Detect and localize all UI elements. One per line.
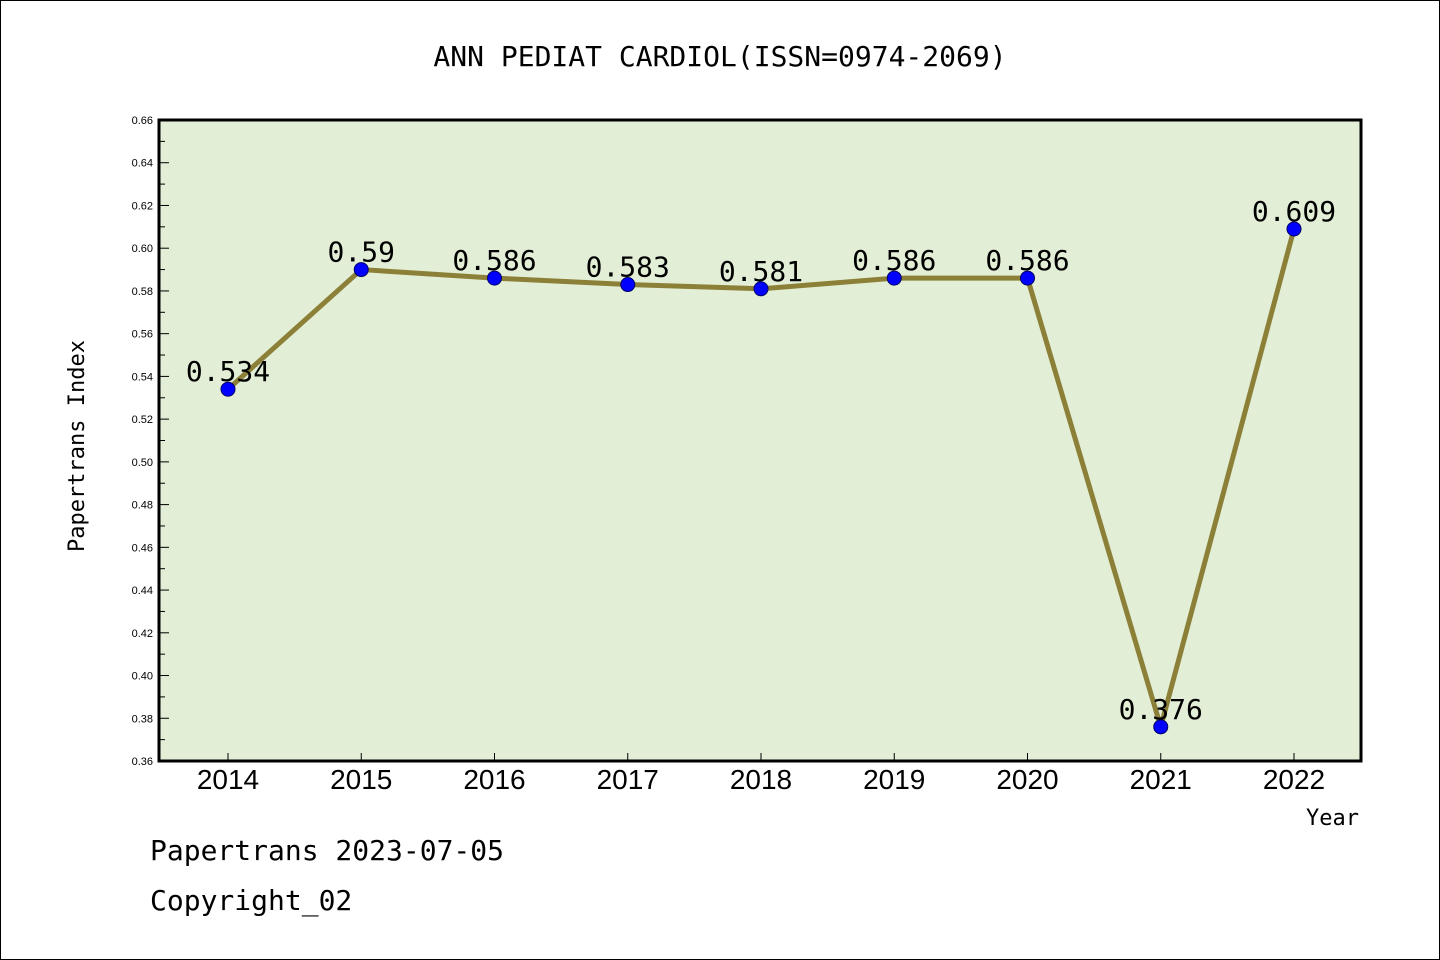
y-tick-label: 0.58 [132,286,153,298]
data-label: 0.376 [1119,693,1203,726]
data-point-marker [753,281,769,297]
y-tick-label: 0.46 [132,542,153,554]
data-point-marker [620,277,636,293]
data-labels: 0.534 0.59 0.586 0.583 0.581 0.586 0.586 0.376 0… [186,195,1336,726]
data-point-marker [1153,719,1169,735]
series-layer [220,221,1302,735]
y-tick-label: 0.50 [132,457,153,469]
y-tick-label: 0.64 [132,158,153,170]
y-tick-label: 0.52 [132,414,153,426]
data-label: 0.586 [852,244,936,277]
data-point-marker [1286,221,1302,237]
x-tick-label: 2017 [597,764,659,795]
plot-area [159,120,1361,761]
y-tick-label: 0.54 [132,371,153,383]
x-tick-labels: 2014 2015 2016 2017 2018 2019 2020 2021 2022 [197,764,1325,795]
data-label: 0.59 [328,236,395,269]
y-tick-label: 0.56 [132,329,153,341]
data-label: 0.581 [719,255,803,288]
data-label: 0.534 [186,355,270,388]
y-tick-label: 0.66 [132,115,153,127]
y-tick-label: 0.38 [132,713,153,725]
y-tick-label: 0.40 [132,671,153,683]
plot-border [157,118,1363,763]
footer-date-text: Papertrans 2023-07-05 [150,834,505,867]
data-point-marker [886,270,902,286]
x-tick-label: 2019 [863,764,925,795]
data-label: 0.583 [586,251,670,284]
x-tick-label: 2018 [730,764,792,795]
x-tick-label: 2015 [330,764,392,795]
y-tick-label: 0.42 [132,628,153,640]
x-tick-label: 2016 [463,764,525,795]
x-tick-label: 2020 [996,764,1058,795]
data-point-marker [487,270,502,286]
data-point-marker [353,262,369,278]
y-tick-label: 0.48 [132,500,153,512]
y-axis-label: Papertrans Index [65,340,90,552]
data-label: 0.609 [1252,195,1336,228]
y-tick-label: 0.44 [132,585,153,597]
data-label: 0.586 [985,244,1069,277]
y-tick-label: 0.62 [132,200,153,212]
chart-title: ANN PEDIAT CARDIOL(ISSN=0974-2069) [433,40,1006,73]
y-tick-labels: 0.36 0.38 0.40 0.42 0.44 0.46 0.48 0.50 0.52 0.54… [132,115,153,768]
data-point-marker [1020,270,1035,286]
x-axis-label: Year [1306,806,1359,831]
x-tick-label: 2021 [1130,764,1192,795]
footer-copyright-text: Copyright_02 [150,884,353,917]
data-label: 0.586 [452,244,536,277]
y-tick-label: 0.60 [132,243,153,255]
data-point-marker [220,381,236,397]
x-tick-label: 2022 [1263,764,1325,795]
x-tick-label: 2014 [197,764,259,795]
y-tick-label: 0.36 [132,756,153,768]
